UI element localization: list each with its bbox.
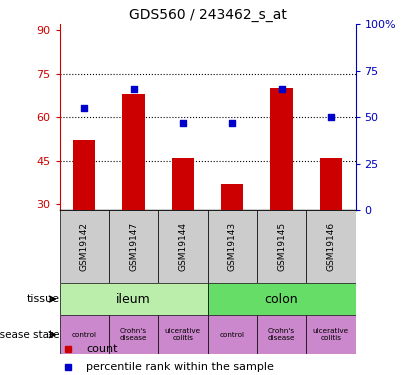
Bar: [172, 158, 194, 210]
Point: [81, 105, 88, 111]
Text: ileum: ileum: [116, 292, 151, 306]
Point: [328, 114, 334, 120]
Text: percentile rank within the sample: percentile rank within the sample: [86, 362, 274, 372]
Bar: [320, 158, 342, 210]
Text: GSM19147: GSM19147: [129, 222, 138, 271]
Text: GSM19146: GSM19146: [326, 222, 335, 271]
Point: [278, 86, 285, 92]
Point: [180, 120, 186, 126]
Point: [229, 120, 236, 126]
Text: GSM19143: GSM19143: [228, 222, 237, 271]
Point: [130, 86, 137, 92]
Title: GDS560 / 243462_s_at: GDS560 / 243462_s_at: [129, 8, 286, 22]
Bar: [109, 315, 158, 354]
Bar: [208, 283, 356, 315]
Bar: [306, 315, 356, 354]
Text: ulcerative
colitis: ulcerative colitis: [165, 328, 201, 341]
Bar: [158, 315, 208, 354]
Text: control: control: [72, 332, 97, 338]
Text: Crohn's
disease: Crohn's disease: [120, 328, 147, 341]
Text: disease state: disease state: [0, 330, 60, 340]
Bar: [73, 140, 95, 210]
Text: ulcerative
colitis: ulcerative colitis: [313, 328, 349, 341]
Bar: [60, 315, 109, 354]
Bar: [60, 210, 109, 283]
Bar: [257, 210, 306, 283]
Bar: [122, 94, 145, 210]
Text: GSM19144: GSM19144: [178, 222, 187, 271]
Bar: [257, 315, 306, 354]
Text: control: control: [220, 332, 245, 338]
Bar: [208, 210, 257, 283]
Bar: [221, 184, 243, 210]
Text: tissue: tissue: [27, 294, 60, 304]
Text: count: count: [86, 344, 118, 354]
Bar: [208, 315, 257, 354]
Bar: [158, 210, 208, 283]
Bar: [306, 210, 356, 283]
Bar: [270, 88, 293, 210]
Bar: [109, 210, 158, 283]
Text: Crohn's
disease: Crohn's disease: [268, 328, 295, 341]
Text: colon: colon: [265, 292, 298, 306]
Bar: [60, 283, 208, 315]
Text: GSM19145: GSM19145: [277, 222, 286, 271]
Text: GSM19142: GSM19142: [80, 222, 89, 271]
